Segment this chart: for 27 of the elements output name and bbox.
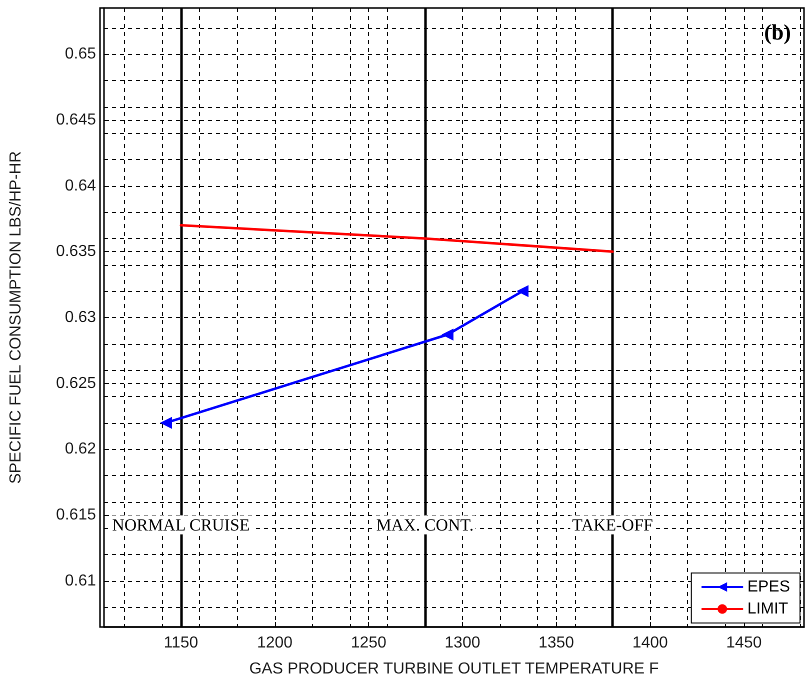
y-tick-label: 0.62 [64,440,96,458]
x-tick-label: 1250 [350,634,387,652]
point [516,285,528,298]
x-tick-label: 1350 [538,634,574,652]
text: (b) [764,20,792,44]
y-tick-label: 0.65 [64,46,96,63]
ref-line-label: TAKE-OFF [572,515,653,534]
legend-label: EPES [747,578,790,596]
x-axis-title: GAS PRODUCER TURBINE OUTLET TEMPERATURE F [249,660,659,678]
ref-line-label: NORMAL CRUISE [112,515,250,534]
legend-label: LIMIT [747,600,788,618]
x-tick-label: 1400 [632,634,668,652]
point [441,328,454,341]
y-tick-label: 0.625 [56,374,96,392]
x-tick-label: 1300 [444,634,480,652]
y-tick-label: 0.635 [56,243,96,260]
x-tick-label: 1200 [256,634,293,652]
ref-line-label: MAX. CONT. [376,515,474,534]
y-tick-label: 0.64 [64,177,96,194]
y-tick-label: 0.63 [64,309,96,326]
y-tick-label: 0.615 [56,506,96,524]
x-tick-label: 1150 [164,634,198,652]
y-axis-title: SPECIFIC FUEL CONSUMPTION LBS/HP-HR [8,151,24,484]
point [160,416,172,429]
y-tick-label: 0.61 [64,572,96,590]
x-tick-label: 1450 [726,634,762,652]
y-tick-label: 0.645 [56,111,96,128]
